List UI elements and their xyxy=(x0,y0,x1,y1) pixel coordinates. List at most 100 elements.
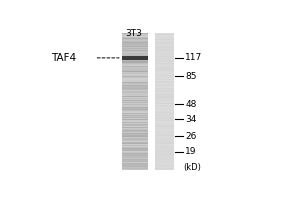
Bar xyxy=(122,102,148,103)
Bar xyxy=(122,90,148,91)
Bar xyxy=(122,47,148,48)
Bar xyxy=(155,44,173,45)
Bar xyxy=(155,145,173,146)
Bar xyxy=(155,91,173,92)
Bar xyxy=(122,88,148,89)
Bar xyxy=(122,53,148,54)
Bar xyxy=(155,76,173,77)
Bar xyxy=(122,79,148,80)
Bar xyxy=(155,131,173,132)
Bar xyxy=(155,59,173,60)
Bar xyxy=(122,141,148,142)
Bar xyxy=(155,168,173,169)
Bar xyxy=(122,72,148,73)
Bar xyxy=(155,107,173,108)
Bar xyxy=(122,165,148,166)
Bar xyxy=(155,35,173,36)
Bar xyxy=(155,68,173,69)
Bar xyxy=(155,106,173,107)
Bar xyxy=(122,105,148,106)
Bar xyxy=(122,108,148,109)
Bar xyxy=(122,164,148,165)
Bar xyxy=(122,160,148,161)
Bar xyxy=(155,67,173,68)
Bar xyxy=(155,154,173,155)
Bar xyxy=(122,62,148,63)
Bar xyxy=(155,80,173,81)
Bar xyxy=(122,155,148,156)
Bar xyxy=(155,81,173,82)
Bar xyxy=(155,73,173,74)
Bar xyxy=(122,44,148,45)
Bar xyxy=(155,164,173,165)
Bar xyxy=(122,123,148,124)
Bar xyxy=(122,65,148,66)
Bar xyxy=(155,89,173,90)
Bar xyxy=(122,111,148,112)
Bar xyxy=(122,45,148,46)
Bar xyxy=(155,83,173,84)
Bar xyxy=(155,38,173,39)
Bar xyxy=(122,83,148,84)
Bar xyxy=(155,78,173,79)
Bar xyxy=(122,38,148,39)
Bar xyxy=(122,37,148,38)
Bar xyxy=(122,120,148,121)
Bar xyxy=(155,74,173,75)
Bar xyxy=(155,60,173,61)
Bar xyxy=(155,53,173,54)
Bar xyxy=(122,68,148,69)
Bar xyxy=(122,110,148,111)
Bar xyxy=(122,113,148,114)
Bar xyxy=(122,49,148,50)
Bar xyxy=(122,34,148,35)
Bar xyxy=(122,91,148,92)
Bar xyxy=(155,152,173,153)
Bar xyxy=(122,168,148,169)
Bar xyxy=(155,91,173,92)
Bar xyxy=(122,75,148,76)
Bar xyxy=(122,122,148,123)
Bar xyxy=(122,64,148,65)
Bar xyxy=(122,144,148,145)
Bar xyxy=(122,93,148,94)
Bar xyxy=(155,90,173,91)
Bar xyxy=(155,43,173,44)
Bar xyxy=(155,143,173,144)
Bar xyxy=(122,116,148,117)
Bar xyxy=(155,105,173,106)
Bar xyxy=(155,166,173,167)
Bar xyxy=(155,128,173,129)
Bar xyxy=(122,54,148,55)
Bar xyxy=(155,144,173,145)
Bar xyxy=(122,96,148,97)
Bar xyxy=(155,55,173,56)
Bar xyxy=(155,94,173,95)
Bar xyxy=(122,50,148,51)
Bar xyxy=(155,111,173,112)
Bar xyxy=(122,127,148,128)
Bar xyxy=(155,169,173,170)
Bar xyxy=(155,39,173,40)
Bar xyxy=(122,139,148,140)
Bar xyxy=(155,146,173,147)
Bar xyxy=(122,167,148,168)
Bar xyxy=(155,45,173,46)
Bar xyxy=(155,88,173,89)
Bar xyxy=(155,95,173,96)
Bar xyxy=(155,167,173,168)
Bar xyxy=(122,70,148,71)
Bar xyxy=(122,104,148,105)
Bar xyxy=(155,119,173,120)
Bar xyxy=(155,113,173,114)
Bar xyxy=(122,133,148,134)
Bar xyxy=(155,118,173,119)
Bar xyxy=(155,147,173,148)
Bar xyxy=(155,82,173,83)
Bar xyxy=(155,77,173,78)
Bar xyxy=(155,50,173,51)
Bar xyxy=(155,114,173,115)
Bar xyxy=(122,145,148,146)
Bar xyxy=(155,159,173,160)
Bar xyxy=(155,100,173,101)
